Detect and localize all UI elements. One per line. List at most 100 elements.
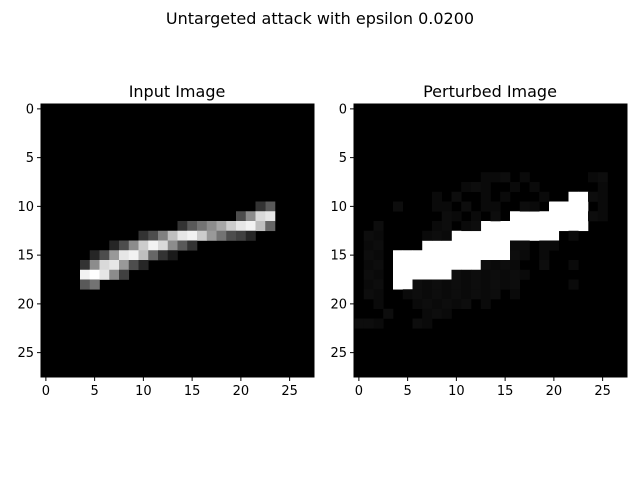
y-tick-label: 20 [17, 297, 34, 312]
x-tick-label: 5 [403, 384, 411, 399]
pixel-cell [422, 279, 433, 290]
pixel-cell [158, 240, 169, 251]
pixel-cell [471, 250, 482, 261]
pixel-cell [441, 221, 452, 232]
pixel-cell [500, 260, 511, 271]
y-tick-label: 10 [330, 200, 347, 215]
pixel-cell [80, 279, 91, 290]
pixel-cell [373, 289, 384, 300]
pixel-cell [568, 279, 579, 290]
pixel-cell [461, 250, 472, 261]
pixel-cell [432, 230, 443, 241]
pixel-cell [510, 250, 521, 261]
pixel-cell [363, 260, 374, 271]
pixel-cell [461, 299, 472, 310]
pixel-cell [255, 211, 266, 222]
pixel-cell [109, 240, 120, 251]
pixel-cell [471, 221, 482, 232]
pixel-cell [539, 230, 550, 241]
panel-title: Input Image [129, 82, 226, 101]
pixel-cell [539, 240, 550, 251]
pixel-cell [490, 230, 501, 241]
pixel-cell [568, 260, 579, 271]
pixel-cell [441, 201, 452, 212]
pixel-cell [471, 230, 482, 241]
pixel-cell [578, 191, 589, 202]
pixel-cell [119, 240, 130, 251]
pixel-cell [549, 201, 560, 212]
pixel-cell [412, 289, 423, 300]
pixel-cell [558, 201, 569, 212]
pixel-cell [451, 230, 462, 241]
pixel-cell [402, 269, 413, 280]
pixel-cell [432, 191, 443, 202]
pixel-cell [441, 230, 452, 241]
pixel-cell [471, 279, 482, 290]
pixel-cell [412, 250, 423, 261]
pixel-cell [138, 240, 149, 251]
pixel-cell [480, 299, 491, 310]
x-tick-label: 25 [594, 384, 611, 399]
pixel-cell [441, 211, 452, 222]
pixel-cell [99, 250, 110, 261]
pixel-cell [597, 172, 608, 183]
pixel-cell [373, 240, 384, 251]
pixel-cell [461, 230, 472, 241]
pixel-cell [187, 240, 198, 251]
pixel-cell [422, 269, 433, 280]
pixel-cell [393, 250, 404, 261]
y-tick-label: 25 [330, 346, 347, 361]
pixel-cell [412, 260, 423, 271]
pixel-cell [490, 289, 501, 300]
pixel-cell [432, 299, 443, 310]
panel-perturbed-image: Perturbed Image 0 5 10 15 20 25 0 5 10 15 20 25 [330, 82, 628, 399]
pixel-cell [490, 172, 501, 183]
pixel-cell [109, 250, 120, 261]
pixel-cell [167, 230, 178, 241]
pixel-cell [383, 308, 394, 319]
pixel-cell [549, 240, 560, 251]
pixel-cell [432, 250, 443, 261]
pixel-cell [187, 230, 198, 241]
pixel-cell [393, 279, 404, 290]
pixel-cell [471, 240, 482, 251]
pixel-cell [89, 260, 100, 271]
pixel-cell [197, 221, 208, 232]
pixel-cell [226, 221, 237, 232]
pixel-cell [89, 269, 100, 280]
pixel-cell [480, 279, 491, 290]
pixel-cell [236, 221, 247, 232]
pixel-cell [510, 289, 521, 300]
pixel-cell [363, 230, 374, 241]
pixel-cell [490, 211, 501, 222]
pixel-cell [490, 221, 501, 232]
pixel-cell [363, 279, 374, 290]
pixel-cell [363, 240, 374, 251]
pixel-cell [80, 260, 91, 271]
pixel-cell [461, 269, 472, 280]
y-tick-label: 5 [26, 151, 34, 166]
pixel-cell [568, 221, 579, 232]
pixel-cell [412, 269, 423, 280]
pixel-cell [451, 279, 462, 290]
pixel-cell [373, 318, 384, 329]
x-tick-label: 15 [497, 384, 514, 399]
pixel-cell [529, 182, 540, 193]
pixel-cell [138, 250, 149, 261]
pixel-cell [480, 230, 491, 241]
y-tick-label: 0 [26, 102, 34, 117]
pixel-cell [451, 299, 462, 310]
pixel-cell [578, 211, 589, 222]
pixel-cell [441, 240, 452, 251]
pixel-cell [402, 260, 413, 271]
pixel-cell [451, 211, 462, 222]
pixel-cell [549, 230, 560, 241]
pixel-cell [461, 221, 472, 232]
pixel-cell [480, 289, 491, 300]
pixel-cell [549, 221, 560, 232]
pixel-cell [451, 240, 462, 251]
pixel-cell [354, 318, 365, 329]
pixel-cell [500, 191, 511, 202]
pixel-cell [510, 211, 521, 222]
pixel-cell [597, 191, 608, 202]
